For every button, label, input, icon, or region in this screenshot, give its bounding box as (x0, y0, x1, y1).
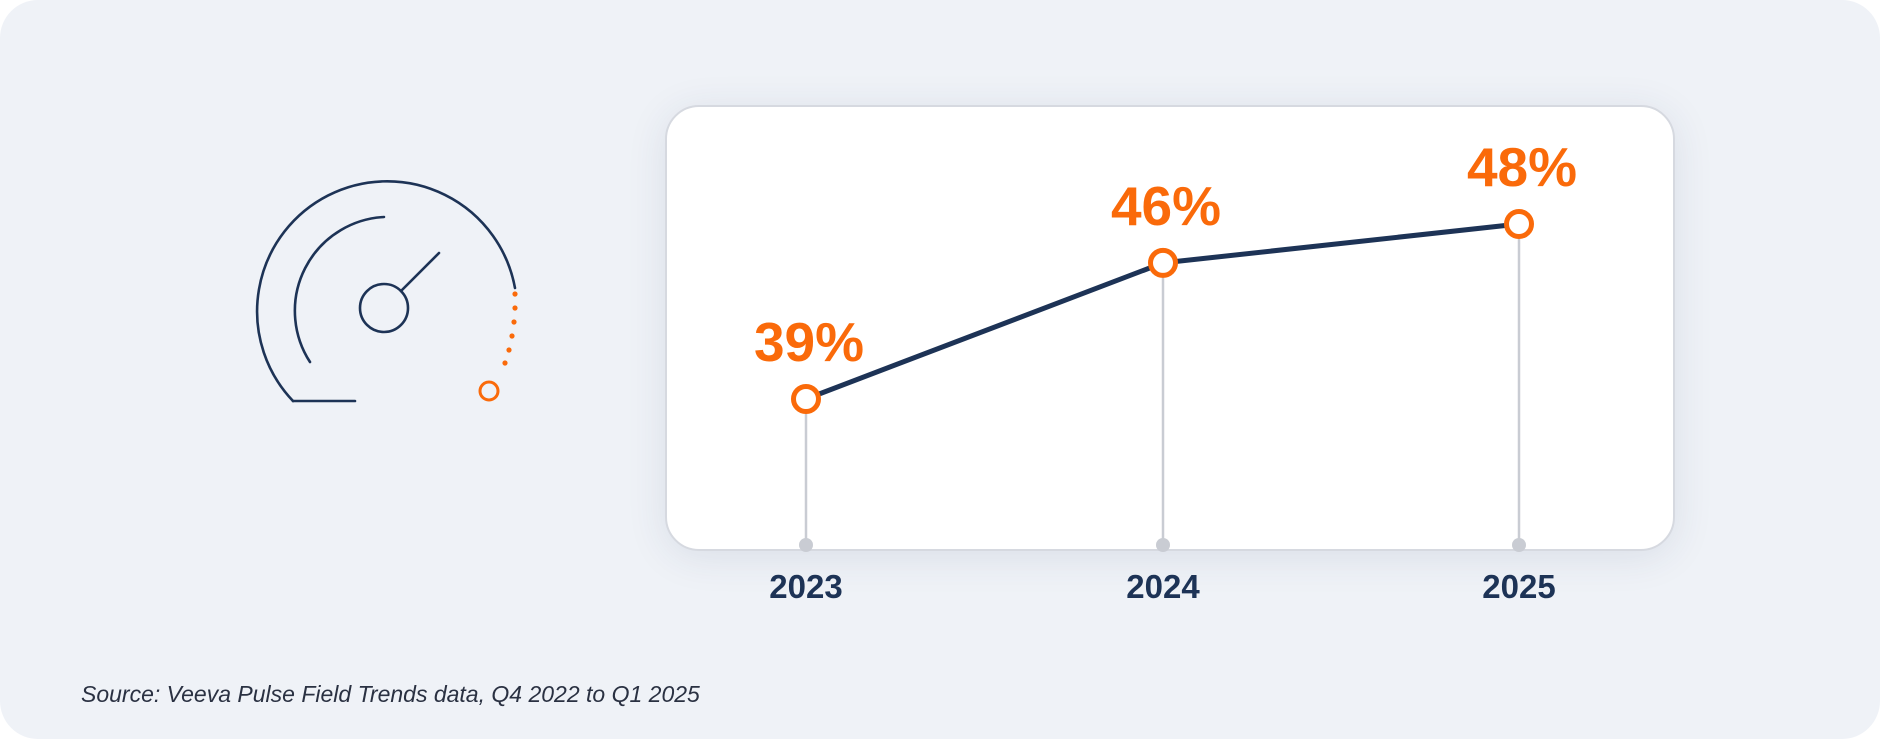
axis-dot-2023 (799, 538, 813, 552)
x-tick-label-2024: 2024 (1126, 568, 1200, 605)
axis-dot-2025 (1512, 538, 1526, 552)
speedometer-icon (255, 180, 518, 403)
data-point-2024 (1148, 247, 1178, 278)
x-tick-label-2025: 2025 (1482, 568, 1555, 605)
chart-card (665, 105, 1675, 551)
source-note: Source: Veeva Pulse Field Trends data, Q… (81, 681, 700, 707)
value-label-2025: 48% (1467, 136, 1577, 198)
value-label-2024: 46% (1111, 175, 1221, 237)
data-point-2025 (1504, 209, 1534, 239)
x-tick-label-2023: 2023 (769, 568, 842, 605)
axis-dot-2024 (1156, 538, 1170, 552)
value-label-2023: 39% (754, 311, 864, 373)
data-point-2023 (791, 384, 821, 414)
